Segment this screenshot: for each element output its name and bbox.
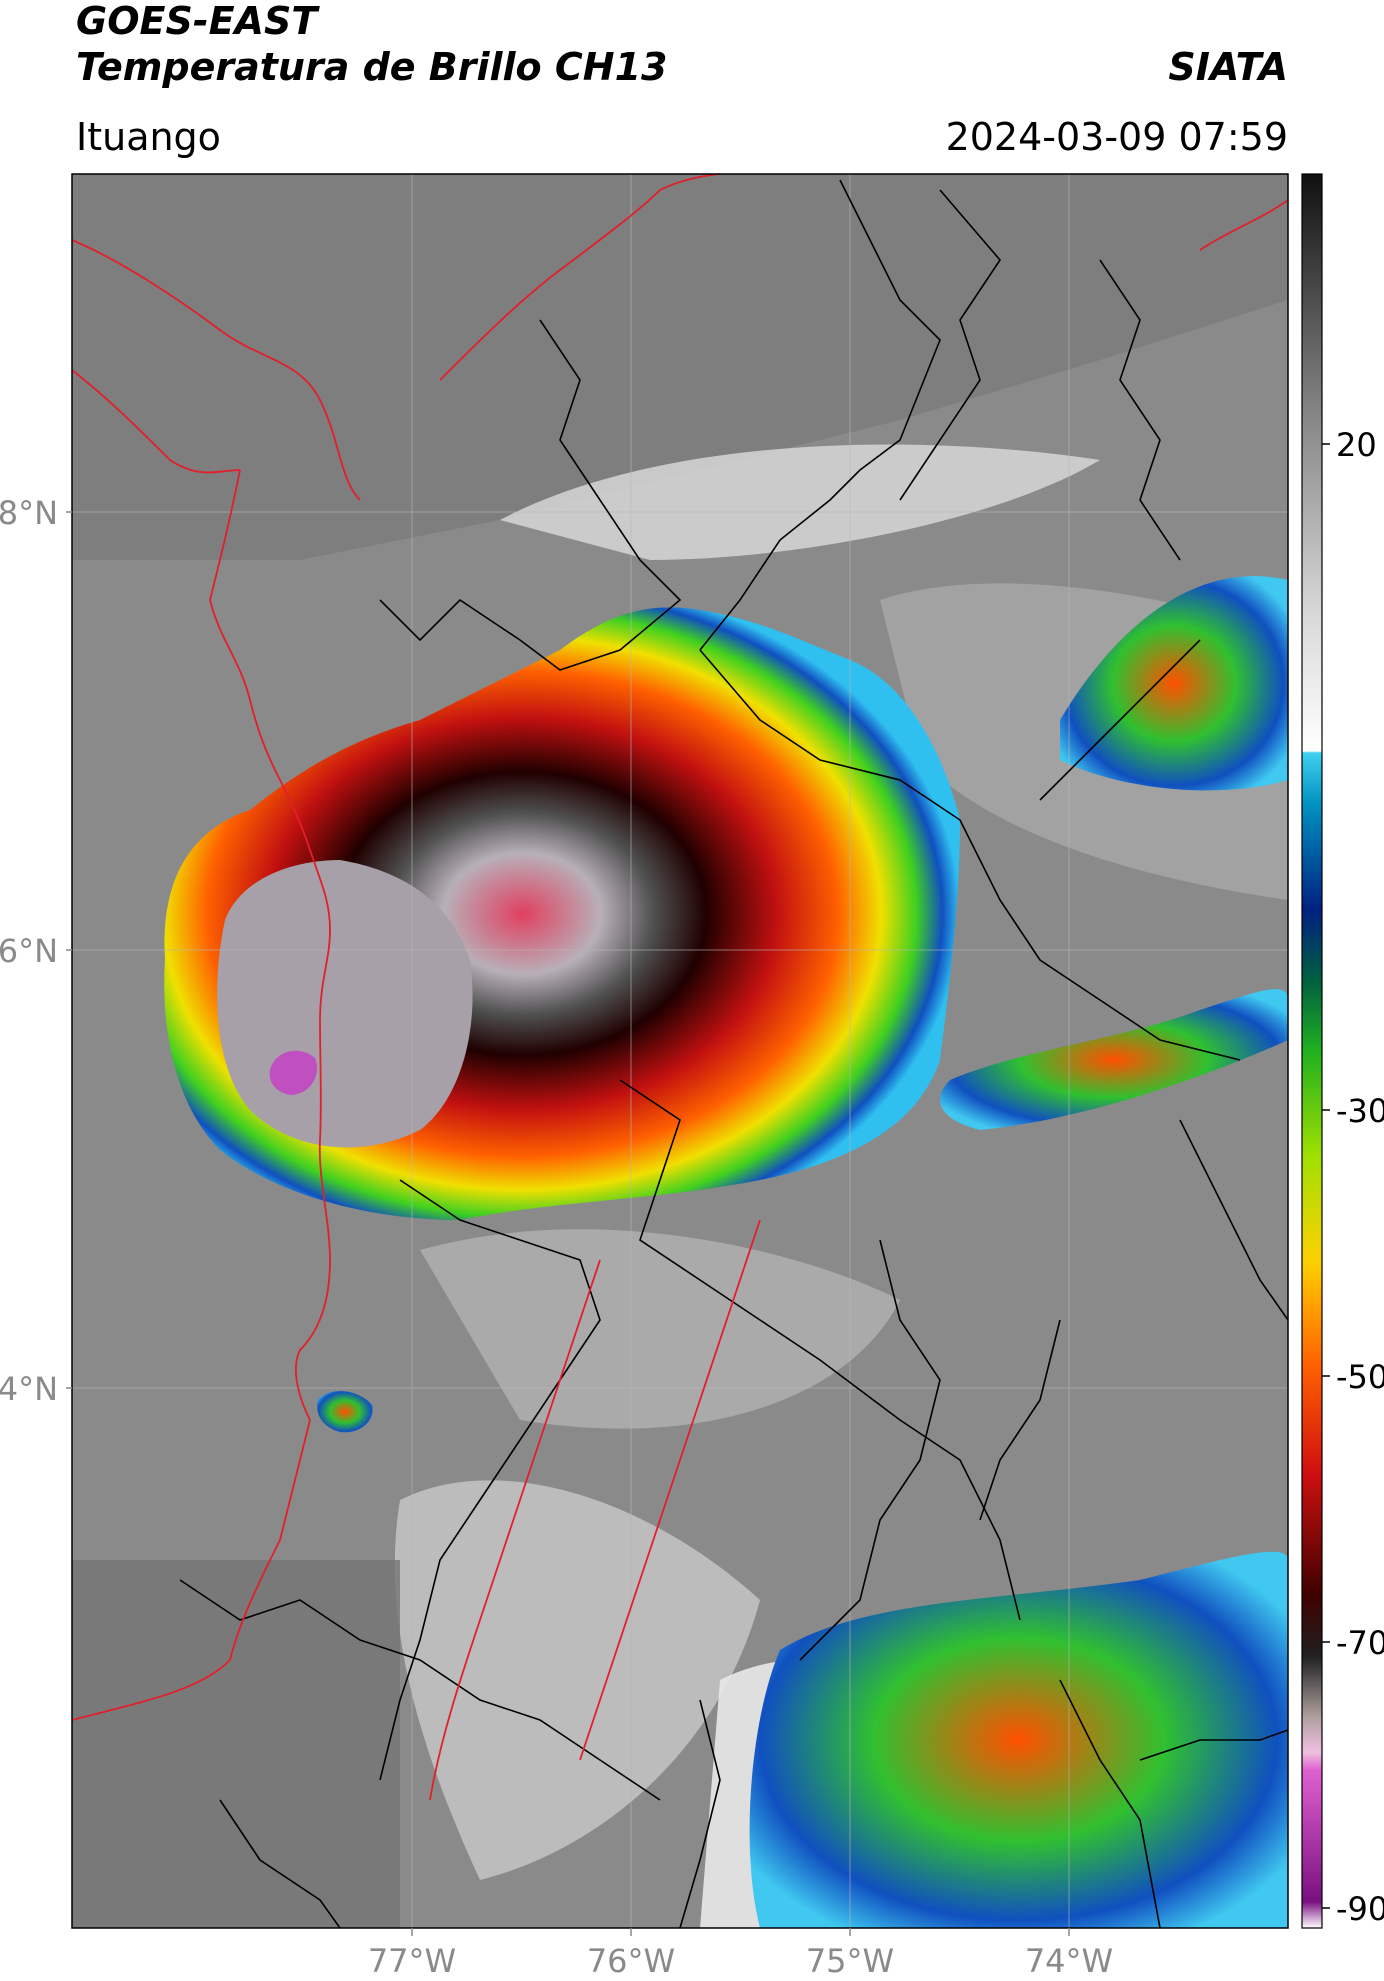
coastline-border <box>71 173 1289 1801</box>
lat-label-8n: 8°N <box>0 494 58 532</box>
colorbar-ticks: 20 -30 -50 -70 -90 <box>1322 426 1384 1928</box>
region-label: Ituango <box>76 115 221 159</box>
lon-label-75w: 75°W <box>806 1942 894 1980</box>
colorbar: 20 -30 -50 -70 -90 <box>1301 173 1384 1929</box>
colorbar-label-minus30: -30 <box>1336 1092 1384 1130</box>
lat-label-6n: 6°N <box>0 932 58 970</box>
lon-label-74w: 74°W <box>1025 1942 1113 1980</box>
source-label: SIATA <box>1168 45 1288 89</box>
graticule <box>72 174 1288 1928</box>
lon-label-76w: 76°W <box>587 1942 675 1980</box>
lat-label-4n: 4°N <box>0 1370 58 1408</box>
datetime-label: 2024-03-09 07:59 <box>945 115 1288 159</box>
colorbar-label-minus90: -90 <box>1336 1890 1384 1928</box>
colorbar-label-minus50: -50 <box>1336 1358 1384 1396</box>
secondary-cells <box>317 576 1288 1928</box>
colorbar-label-minus70: -70 <box>1336 1624 1384 1662</box>
overshooting-top <box>269 1050 318 1095</box>
lat-ticks: 8°N 6°N 4°N <box>0 494 72 1408</box>
storm-core <box>217 860 473 1148</box>
lon-ticks: 77°W 76°W 75°W 74°W <box>368 1928 1113 1980</box>
lon-label-77w: 77°W <box>368 1942 456 1980</box>
colorbar-label-20: 20 <box>1336 426 1377 464</box>
title-product: Temperatura de Brillo CH13 <box>76 45 668 89</box>
admin-boundaries <box>179 179 1289 1929</box>
title-satellite: GOES-EAST <box>76 0 318 43</box>
map-frame <box>71 173 1289 1929</box>
